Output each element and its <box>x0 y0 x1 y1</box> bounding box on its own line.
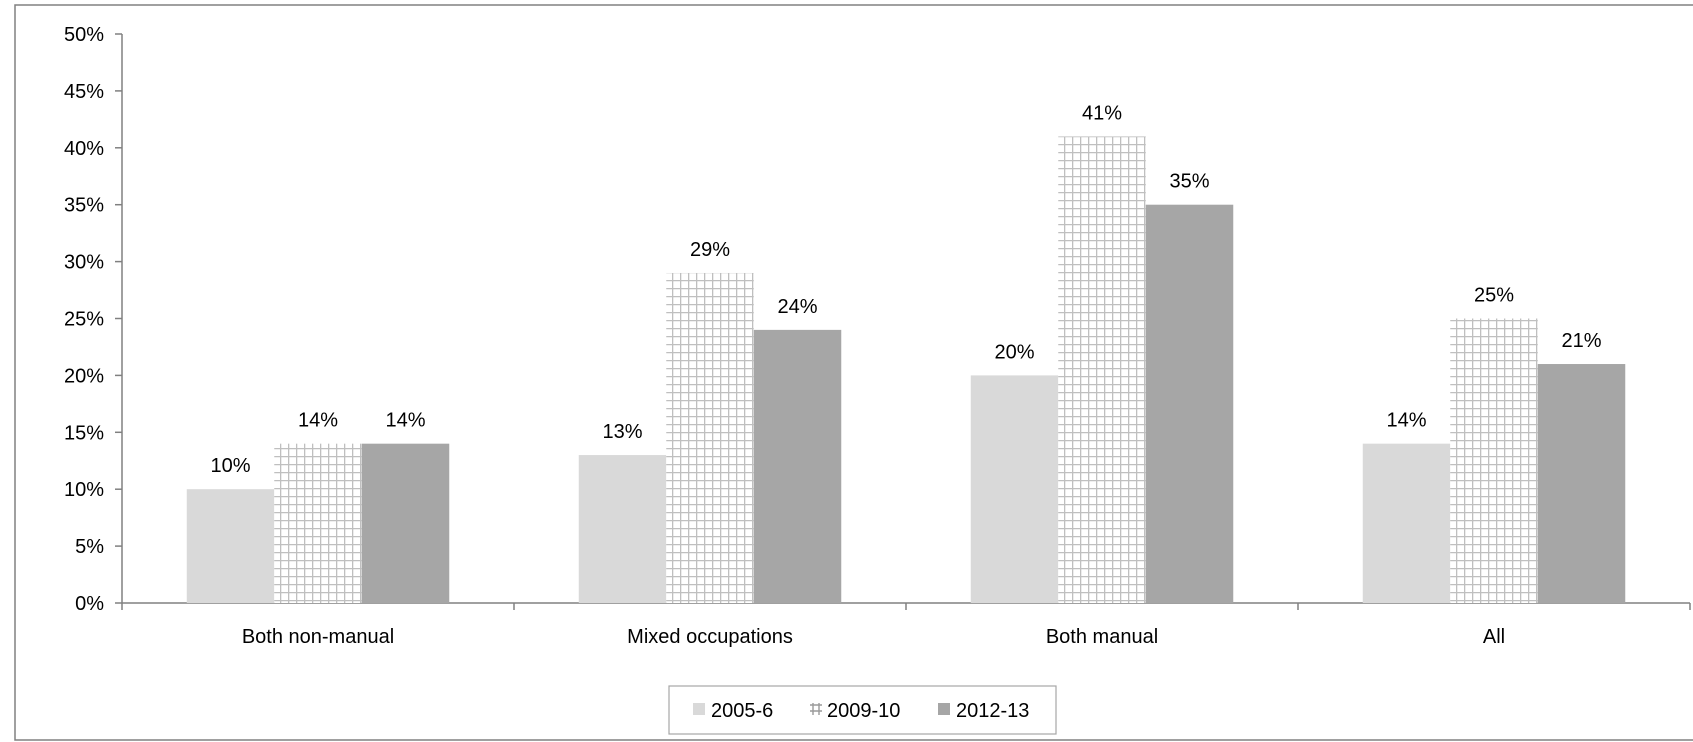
bar <box>1058 136 1146 604</box>
bar <box>1145 204 1234 603</box>
data-label: 20% <box>994 341 1034 363</box>
y-tick-label: 10% <box>64 479 104 501</box>
bar <box>970 375 1059 603</box>
y-tick-label: 45% <box>64 81 104 103</box>
data-label: 14% <box>385 410 425 432</box>
category-label: Both manual <box>1046 626 1158 648</box>
data-label: 41% <box>1082 102 1122 124</box>
legend-swatch <box>938 703 950 715</box>
legend-swatch <box>810 703 822 715</box>
category-label: Mixed occupations <box>627 626 793 648</box>
legend-label: 2005-6 <box>711 700 773 722</box>
y-tick-label: 15% <box>64 422 104 444</box>
data-label: 21% <box>1561 330 1601 352</box>
bars <box>186 136 1626 604</box>
bar <box>1450 318 1538 603</box>
data-label: 25% <box>1474 285 1514 307</box>
category-label: All <box>1483 626 1505 648</box>
data-label: 14% <box>298 410 338 432</box>
y-tick-label: 50% <box>64 24 104 46</box>
legend-label: 2012-13 <box>956 700 1029 722</box>
y-tick-label: 5% <box>75 536 104 558</box>
bar <box>274 443 362 603</box>
data-labels: 10% 13% 20% 14% 14% 29% 41% 25% 14% 24% 35% 21% <box>210 102 1601 477</box>
chart-frame <box>14 4 1693 741</box>
legend-swatch <box>693 703 705 715</box>
bar <box>1362 443 1451 603</box>
y-axis: 0% 5% 10% 15% 20% 25% 30% 35% 40% 45% 50% <box>64 24 123 615</box>
legend: 2005-6 2009-10 2012-13 <box>668 685 1057 735</box>
y-tick-label: 40% <box>64 138 104 160</box>
bar <box>753 329 842 603</box>
y-tick-label: 25% <box>64 309 104 331</box>
data-label: 24% <box>777 296 817 318</box>
data-label: 29% <box>690 239 730 261</box>
data-label: 10% <box>210 455 250 477</box>
data-label: 35% <box>1169 171 1209 193</box>
data-label: 13% <box>602 421 642 443</box>
bar <box>361 443 450 603</box>
y-tick-label: 35% <box>64 195 104 217</box>
legend-box <box>668 685 1057 735</box>
y-tick-label: 30% <box>64 252 104 274</box>
category-label: Both non-manual <box>242 626 394 648</box>
bar <box>186 489 275 603</box>
bar <box>578 455 667 603</box>
y-tick-label: 20% <box>64 365 104 387</box>
x-axis: Both non-manual Mixed occupations Both man… <box>121 602 1691 648</box>
bar <box>666 272 754 603</box>
legend-label: 2009-10 <box>827 700 900 722</box>
data-label: 14% <box>1386 410 1426 432</box>
bar <box>1537 364 1626 603</box>
y-tick-label: 0% <box>75 593 104 615</box>
